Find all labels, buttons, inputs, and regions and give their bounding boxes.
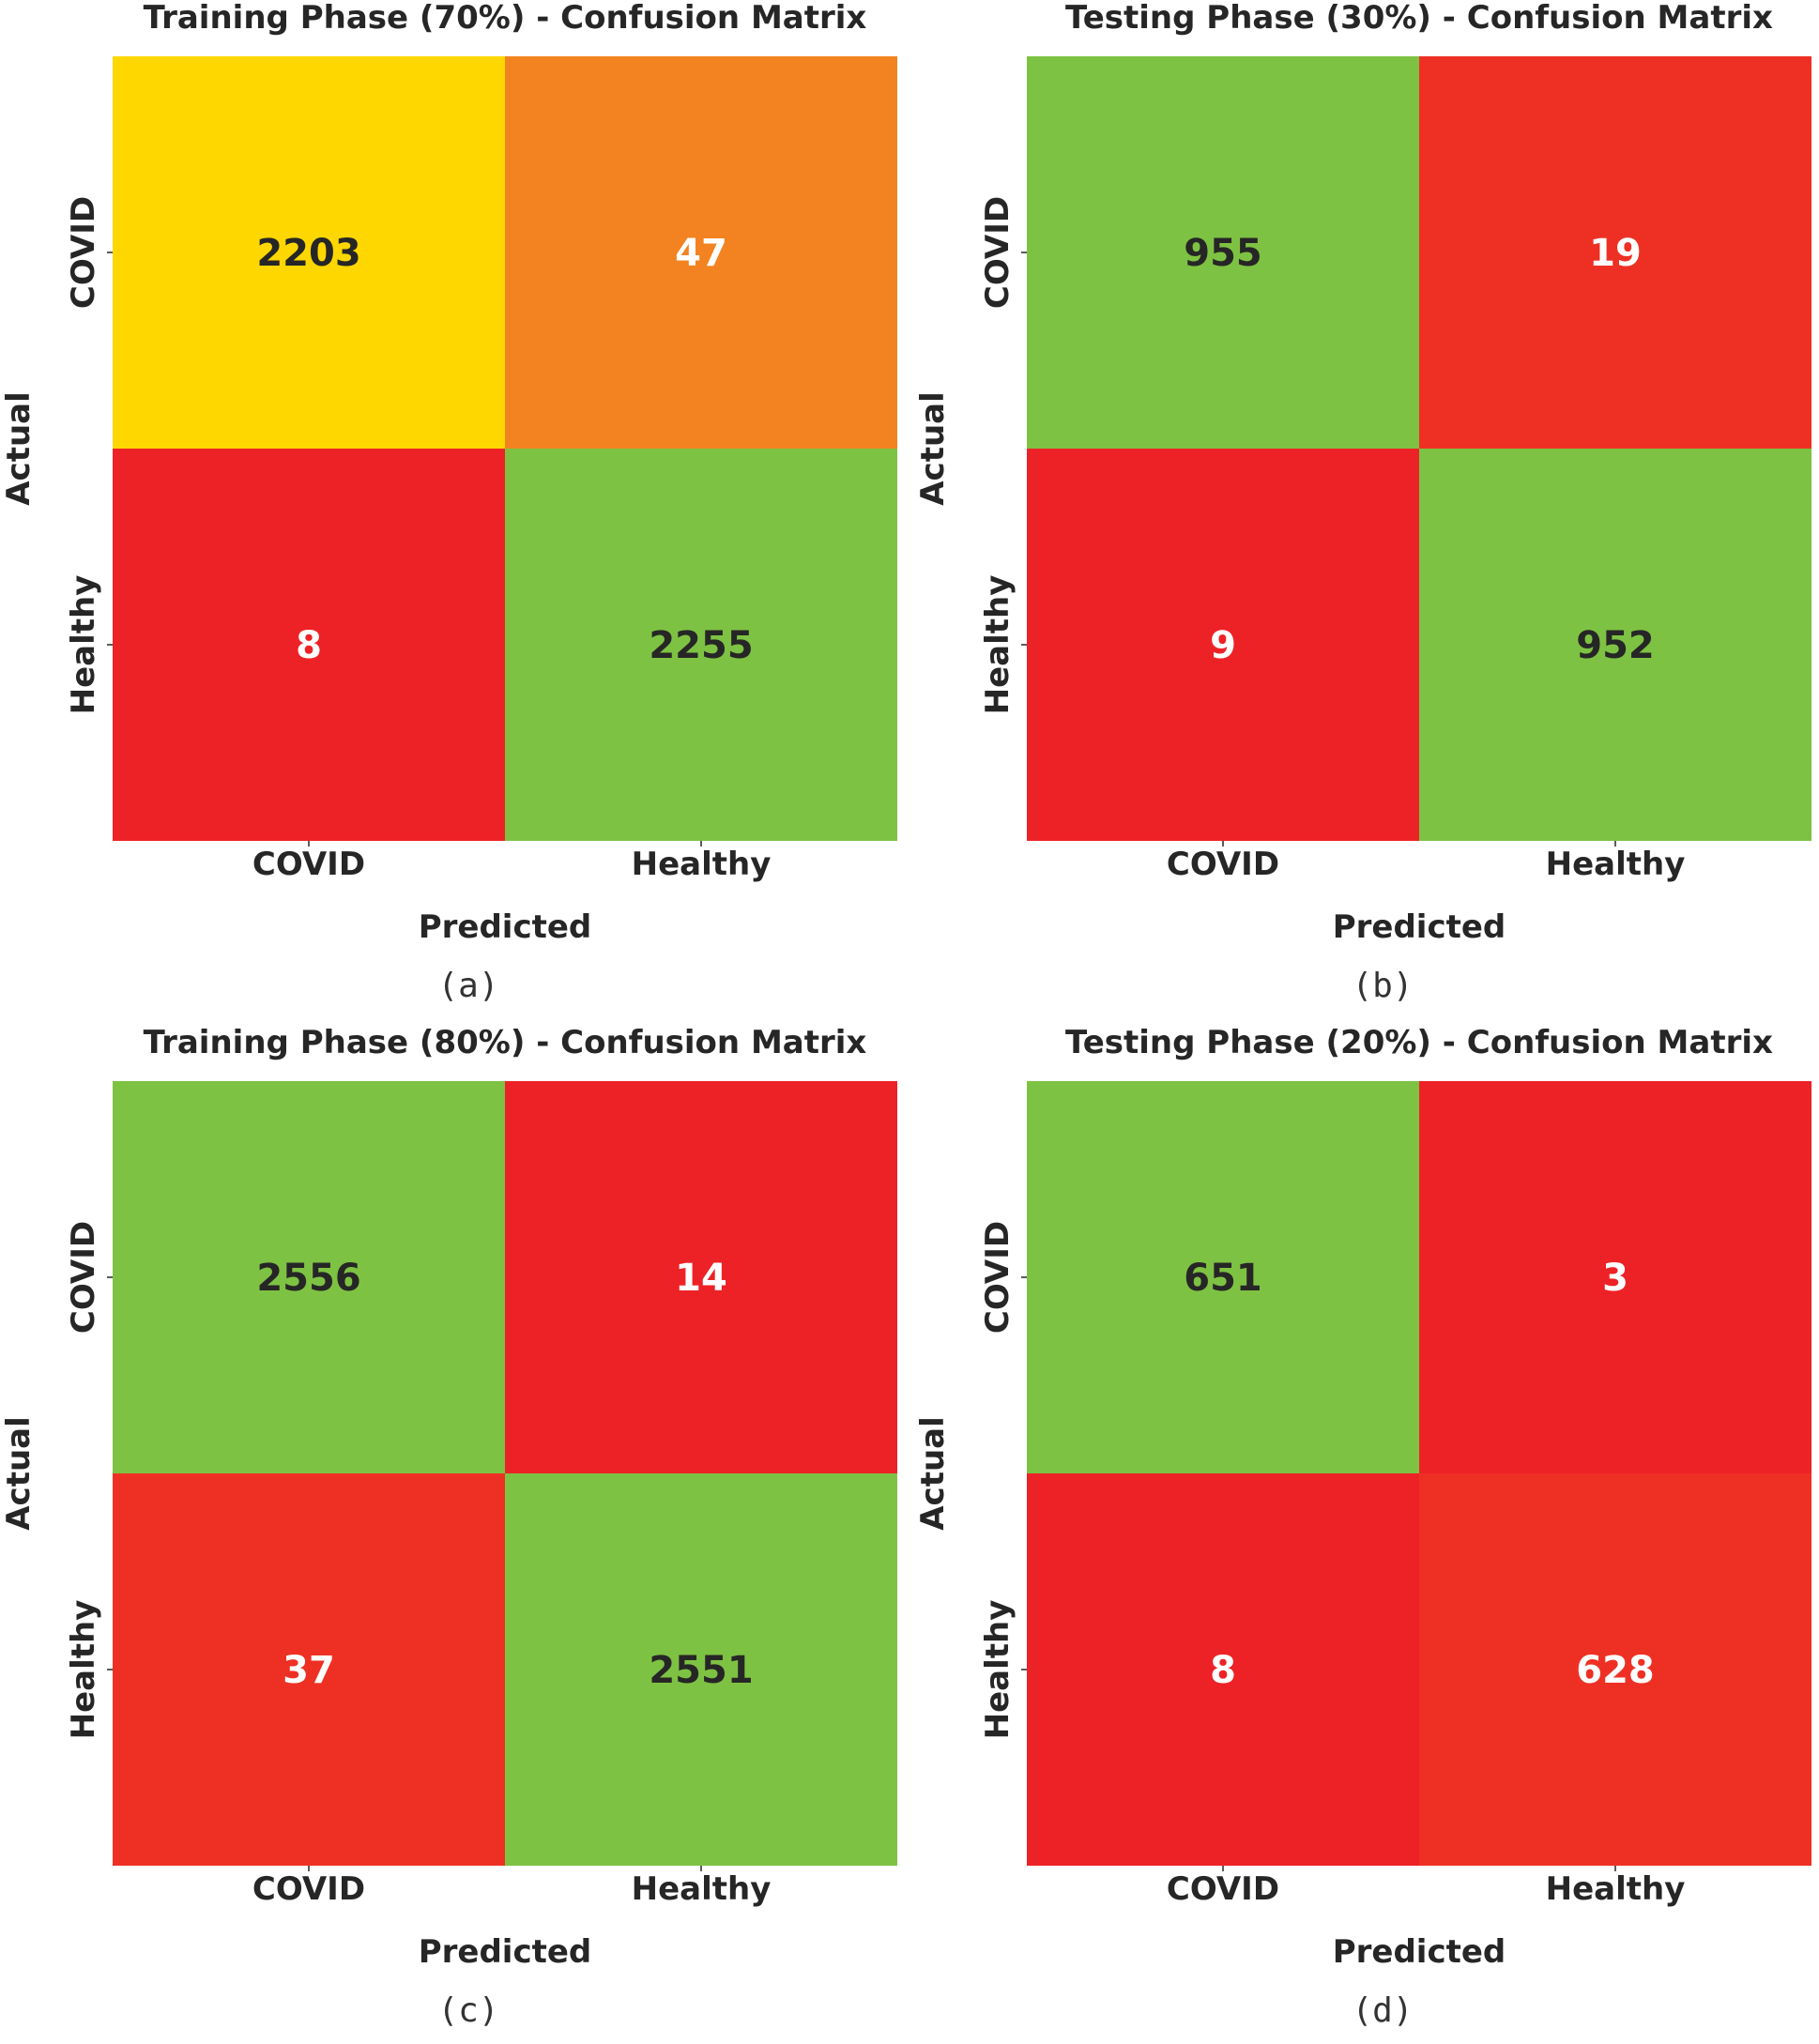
cell-value-label: 14: [675, 1257, 727, 1300]
heatmap-cell-covid-healthy: [1419, 1081, 1811, 1473]
heatmap-cell-healthy-covid: [113, 449, 505, 841]
subfigure-caption-b: (b): [1352, 967, 1413, 1005]
chart-title: Training Phase (80%) - Confusion Matrix: [144, 1024, 867, 1061]
x-axis-label: Predicted: [419, 908, 592, 946]
heatmap-cell-healthy-healthy: [505, 449, 897, 841]
subfigure-caption-d: (d): [1352, 1991, 1413, 2030]
y-axis-label: Actual: [0, 1416, 38, 1531]
y-tick-label: Healthy: [979, 575, 1016, 715]
heatmap-cell-healthy-covid: [113, 1473, 505, 1866]
x-axis-label: Predicted: [1333, 908, 1506, 946]
y-tick-label: COVID: [979, 1221, 1016, 1334]
y-tick-label: Healthy: [979, 1600, 1016, 1740]
heatmap-cell-healthy-covid: [1027, 1473, 1419, 1866]
panel-c: Training Phase (80%) - Confusion Matrix 2…: [0, 1024, 897, 2030]
chart-title: Testing Phase (30%) - Confusion Matrix: [1065, 0, 1773, 37]
x-tick-label: Healthy: [632, 1870, 772, 1908]
panel-d: Testing Phase (20%) - Confusion Matrix 65…: [914, 1024, 1811, 2030]
heatmap-cell-covid-healthy: [1419, 56, 1811, 449]
x-tick-label: Healthy: [1546, 1870, 1686, 1908]
panel-b: Testing Phase (30%) - Confusion Matrix 95…: [914, 0, 1811, 1005]
chart-title: Training Phase (70%) - Confusion Matrix: [144, 0, 867, 37]
y-tick-label: COVID: [65, 1221, 102, 1334]
heatmap-cell-covid-healthy: [505, 56, 897, 449]
chart-title: Testing Phase (20%) - Confusion Matrix: [1065, 1024, 1773, 1061]
cell-value-label: 2203: [256, 232, 360, 275]
cell-value-label: 628: [1576, 1649, 1655, 1692]
y-tick-label: COVID: [979, 196, 1016, 309]
cell-value-label: 37: [283, 1649, 335, 1692]
heatmap-cell-covid-covid: [1027, 1081, 1419, 1473]
x-axis-label: Predicted: [1333, 1933, 1506, 1971]
heatmap-cell-healthy-healthy: [1419, 1473, 1811, 1866]
heatmap-cell-covid-covid: [1027, 56, 1419, 449]
cell-value-label: 3: [1602, 1257, 1628, 1300]
cell-value-label: 2255: [649, 624, 753, 667]
heatmap-cell-covid-covid: [113, 1081, 505, 1473]
x-axis-label: Predicted: [419, 1933, 592, 1971]
heatmap-cell-healthy-covid: [1027, 449, 1419, 841]
heatmap-cell-covid-healthy: [505, 1081, 897, 1473]
cell-value-label: 19: [1589, 232, 1642, 275]
panel-a: Training Phase (70%) - Confusion Matrix 2…: [0, 0, 897, 1005]
cell-value-label: 651: [1184, 1257, 1262, 1300]
subfigure-caption-a: (a): [437, 967, 498, 1005]
heatmap-cell-healthy-healthy: [1419, 449, 1811, 841]
x-tick-label: COVID: [1167, 846, 1279, 883]
heatmap-cell-covid-covid: [113, 56, 505, 449]
x-tick-label: COVID: [252, 1870, 365, 1908]
cell-value-label: 8: [296, 624, 322, 667]
y-axis-label: Actual: [914, 1416, 952, 1531]
y-tick-label: Healthy: [65, 1600, 102, 1740]
x-tick-label: Healthy: [1546, 846, 1686, 883]
heatmap-cell-healthy-healthy: [505, 1473, 897, 1866]
x-tick-label: COVID: [1167, 1870, 1279, 1908]
cell-value-label: 952: [1576, 624, 1655, 667]
y-tick-label: Healthy: [65, 575, 102, 715]
y-axis-label: Actual: [0, 391, 38, 506]
cell-value-label: 8: [1210, 1649, 1236, 1692]
x-tick-label: COVID: [252, 846, 365, 883]
cell-value-label: 2551: [649, 1649, 753, 1692]
cell-value-label: 955: [1184, 232, 1262, 275]
x-tick-label: Healthy: [632, 846, 772, 883]
y-tick-label: COVID: [65, 196, 102, 309]
subfigure-caption-c: (c): [437, 1991, 498, 2030]
cell-value-label: 2556: [256, 1257, 360, 1300]
cell-value-label: 9: [1210, 624, 1236, 667]
y-axis-label: Actual: [914, 391, 952, 506]
cell-value-label: 47: [675, 232, 727, 275]
